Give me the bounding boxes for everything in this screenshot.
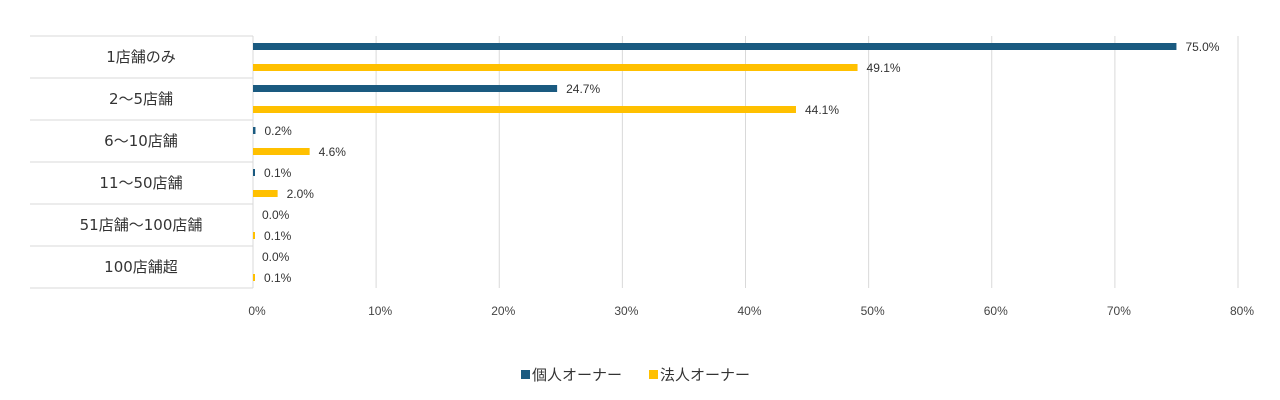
- x-tick-label: 20%: [491, 304, 515, 318]
- bar-individual: [253, 127, 256, 134]
- bar-corporate: [253, 64, 858, 71]
- data-label: 0.1%: [264, 166, 292, 180]
- data-label: 0.1%: [264, 229, 292, 243]
- legend-swatch: [649, 370, 658, 379]
- data-label: 0.1%: [264, 271, 292, 285]
- data-label: 49.1%: [867, 61, 901, 75]
- category-label: 2〜5店舗: [109, 90, 173, 108]
- x-tick-label: 40%: [737, 304, 761, 318]
- x-tick-label: 10%: [368, 304, 392, 318]
- data-label: 0.2%: [264, 124, 292, 138]
- bar-corporate: [253, 148, 310, 155]
- data-label: 0.0%: [262, 250, 290, 264]
- category-label: 11〜50店舗: [99, 174, 182, 192]
- category-label: 1店舗のみ: [106, 48, 176, 66]
- x-tick-label: 80%: [1230, 304, 1254, 318]
- legend-swatch: [521, 370, 530, 379]
- data-label: 75.0%: [1185, 40, 1219, 54]
- category-label: 100店舗超: [104, 258, 178, 276]
- x-tick-label: 50%: [861, 304, 885, 318]
- x-tick-label: 0%: [248, 304, 266, 318]
- legend-label: 個人オーナー: [532, 366, 622, 384]
- bar-corporate: [253, 106, 796, 113]
- category-label: 6〜10店舗: [104, 132, 178, 150]
- bar-individual: [253, 43, 1177, 50]
- legend-label: 法人オーナー: [660, 366, 750, 384]
- x-tick-label: 60%: [984, 304, 1008, 318]
- x-tick-label: 70%: [1107, 304, 1131, 318]
- bar-corporate: [253, 232, 255, 239]
- data-label: 4.6%: [319, 145, 347, 159]
- data-label: 0.0%: [262, 208, 290, 222]
- x-tick-label: 30%: [614, 304, 638, 318]
- category-label: 51店舗〜100店舗: [80, 216, 203, 234]
- data-label: 2.0%: [287, 187, 315, 201]
- bar-corporate: [253, 274, 255, 281]
- data-label: 44.1%: [805, 103, 839, 117]
- bar-individual: [253, 169, 255, 176]
- bar-individual: [253, 85, 558, 92]
- bar-corporate: [253, 190, 278, 197]
- data-label: 24.7%: [566, 82, 600, 96]
